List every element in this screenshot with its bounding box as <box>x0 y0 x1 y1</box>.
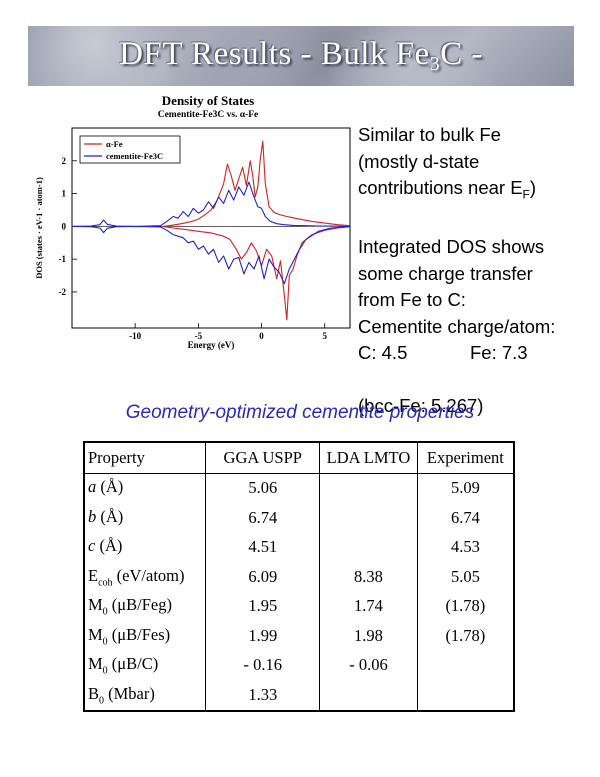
property-name: b (Å) <box>84 503 207 533</box>
note-line-2: (mostly d-state <box>358 150 480 172</box>
property-name: M0 (μB/Fes) <box>84 621 207 651</box>
x-tick-label: 5 <box>322 331 327 341</box>
dos-chart: Density of States Cementite-Fe3C vs. α-F… <box>30 92 360 362</box>
experiment-value: 5.09 <box>450 478 480 498</box>
experiment-value: (1.78) <box>445 596 486 616</box>
lda-lmto-value: 1.98 <box>319 621 418 651</box>
dos-curves <box>71 140 351 321</box>
x-tick-label: -10 <box>129 331 141 341</box>
lda-lmto-value: - 0.06 <box>319 650 418 680</box>
legend-label-cementite: cementite-Fe3C <box>106 151 163 161</box>
experiment-value: 4.53 <box>450 537 480 557</box>
legend-box <box>79 135 181 164</box>
table-row: c (Å) 4.51 4.53 <box>84 532 514 562</box>
note-line-4: Integrated DOS shows <box>358 236 545 258</box>
property-name: M0 (μB/C) <box>84 650 207 680</box>
lda-lmto-value: 1.74 <box>319 591 418 621</box>
note-line-5: some charge transfer <box>358 262 533 284</box>
table-row: M0 (μB/Feg) 1.95 1.74 (1.78) <box>84 591 514 621</box>
experiment-value <box>417 680 514 711</box>
note-line-1: Similar to bulk Fe <box>358 124 501 145</box>
x-axis-label: Energy (eV) <box>188 340 235 350</box>
gga-uspp-value: 6.74 <box>248 507 278 527</box>
carbon-charge: C: 4.5 <box>358 342 408 364</box>
experiment-value: 6.74 <box>450 507 480 527</box>
y-tick-label: 1 <box>62 189 67 199</box>
table-row: B0 (Mbar) 1.33 <box>84 680 514 711</box>
y-tick-label: -2 <box>59 287 67 297</box>
header-property: Property <box>84 442 207 474</box>
property-name: Ecoh (eV/atom) <box>84 562 207 592</box>
header-gga-uspp: GGA USPP <box>205 442 320 474</box>
note-line-3: contributions near EF) <box>358 177 537 202</box>
gga-uspp-value: 1.99 <box>248 625 278 645</box>
cementite-spin-down-line <box>71 225 351 285</box>
x-tick-label: 0 <box>259 331 264 341</box>
charge-values: C: 4.5 Fe: 7.3 <box>358 340 593 367</box>
x-tick-label: -5 <box>195 331 203 341</box>
header-lda-lmto: LDA LMTO <box>319 442 418 474</box>
property-name: M0 (μB/Feg) <box>84 591 207 621</box>
y-axis-label: DOS (states · eV-1 · atom-1) <box>34 177 44 279</box>
properties-table: Property GGA USPP LDA LMTO Experiment a … <box>83 441 515 712</box>
table-caption: Geometry-optimized cementite properties <box>125 402 475 423</box>
dos-chart-svg: Density of States Cementite-Fe3C vs. α-F… <box>34 93 351 350</box>
experiment-value <box>417 651 514 681</box>
table-row: Ecoh (eV/atom) 6.09 8.38 5.05 <box>84 562 514 592</box>
chart-legend: α-Fe cementite-Fe3C <box>79 135 181 164</box>
property-name: c (Å) <box>84 532 207 562</box>
gga-uspp-value: 1.33 <box>248 684 278 704</box>
chart-title: Density of States <box>162 93 254 108</box>
gga-uspp-value: 1.95 <box>248 596 278 616</box>
gga-uspp-value: 4.51 <box>248 537 278 557</box>
property-name: B0 (Mbar) <box>84 680 207 711</box>
chart-subtitle: Cementite-Fe3C vs. α-Fe <box>158 110 259 120</box>
iron-charge: Fe: 7.3 <box>470 342 528 364</box>
table-row: M0 (μB/Fes) 1.99 1.98 (1.78) <box>84 621 514 651</box>
lda-lmto-value <box>319 680 418 711</box>
experiment-value: 5.05 <box>450 566 480 586</box>
y-tick-label: -1 <box>59 254 67 264</box>
property-name: a (Å) <box>84 473 207 503</box>
table-header-row: Property GGA USPP LDA LMTO Experiment <box>84 442 514 474</box>
gga-uspp-value: 5.06 <box>248 478 278 498</box>
lda-lmto-value <box>319 473 418 503</box>
lda-lmto-value <box>319 503 418 533</box>
note-line-6: from Fe to C: <box>358 289 466 311</box>
lda-lmto-value: 8.38 <box>319 562 418 592</box>
title-banner: DFT Results - Bulk Fe3C - <box>28 26 574 86</box>
table-row: M0 (μB/C) - 0.16 - 0.06 <box>84 650 514 681</box>
alpha-fe-spin-up-line <box>162 140 351 227</box>
note-line-7: Cementite charge/atom: <box>358 315 556 337</box>
table-body: a (Å) 5.06 5.09 b (Å) 6.74 6.74 c (Å) 4.51 4.53 E… <box>84 473 514 711</box>
y-tick-label: 2 <box>62 156 67 166</box>
slide-title: DFT Results - Bulk Fe3C - <box>119 36 483 75</box>
experiment-value: (1.78) <box>445 625 486 645</box>
legend-label-alpha-fe: α-Fe <box>106 139 123 149</box>
results-notes: Similar to bulk Fe (mostly d-state contr… <box>358 122 593 419</box>
gga-uspp-value: 6.09 <box>248 566 278 586</box>
bcc-fe-charge: (bcc-Fe: 5.267) <box>358 394 484 416</box>
header-experiment: Experiment <box>417 442 514 474</box>
y-tick-label: 0 <box>62 221 67 231</box>
lda-lmto-value <box>319 532 418 562</box>
table-row: a (Å) 5.06 5.09 <box>84 473 514 503</box>
gga-uspp-value: - 0.16 <box>243 655 283 675</box>
table-row: b (Å) 6.74 6.74 <box>84 503 514 533</box>
